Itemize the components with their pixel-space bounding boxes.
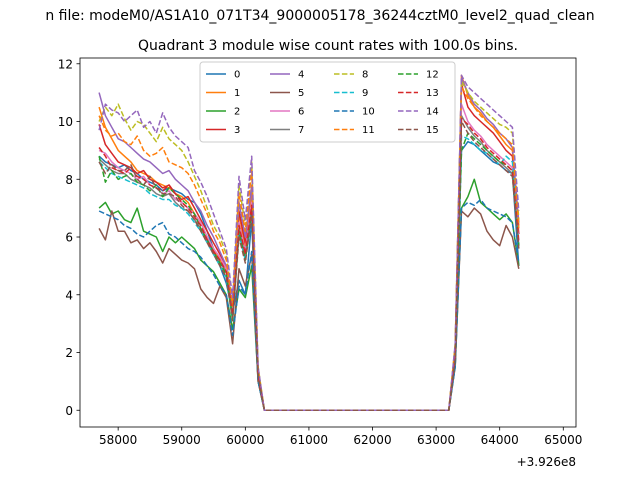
x-tick-label: 64000 — [481, 433, 519, 447]
series-line-15 — [98, 120, 520, 412]
figure-suptitle: n file: modeM0/AS1A10_071T34_9000005178_… — [45, 8, 594, 24]
x-tick-label: 60000 — [226, 433, 264, 447]
axes-frame — [79, 57, 577, 428]
legend-label-2: 2 — [234, 107, 240, 118]
x-tick-label: 61000 — [290, 433, 328, 447]
legend-label-3: 3 — [234, 125, 240, 136]
x-axis: 58000 59000 60000 61000 62000 63000 64000 65000 — [99, 427, 582, 447]
legend-label-4: 4 — [298, 70, 304, 81]
plot-area — [79, 57, 577, 428]
y-tick-label: 10 — [58, 115, 73, 129]
legend-label-15: 15 — [426, 125, 439, 136]
legend-label-9: 9 — [362, 88, 368, 99]
y-tick-label: 12 — [58, 57, 73, 71]
legend-frame — [199, 61, 456, 143]
y-tick-label: 2 — [65, 346, 73, 360]
x-offset-label: +3.926e8 — [517, 455, 576, 469]
legend-label-5: 5 — [298, 88, 304, 99]
series-layer — [98, 74, 520, 412]
legend-label-0: 0 — [234, 70, 240, 81]
legend-label-7: 7 — [298, 125, 304, 136]
legend-label-12: 12 — [426, 70, 439, 81]
y-tick-label: 8 — [65, 173, 73, 187]
x-tick-label: 59000 — [163, 433, 201, 447]
legend-label-1: 1 — [234, 88, 240, 99]
legend-label-11: 11 — [362, 125, 375, 136]
x-tick-label: 65000 — [544, 433, 582, 447]
legend-label-6: 6 — [298, 107, 304, 118]
legend-label-8: 8 — [362, 70, 368, 81]
legend-label-14: 14 — [426, 107, 439, 118]
y-axis: 0 2 4 6 8 10 12 — [58, 57, 80, 418]
x-tick-label: 63000 — [417, 433, 455, 447]
y-tick-label: 4 — [65, 288, 73, 302]
chart-title: Quadrant 3 module wise count rates with … — [138, 38, 518, 54]
x-tick-label: 58000 — [99, 433, 137, 447]
y-tick-label: 0 — [65, 404, 73, 418]
legend-label-13: 13 — [426, 88, 439, 99]
x-tick-label: 62000 — [353, 433, 391, 447]
y-tick-label: 6 — [65, 231, 73, 245]
legend-label-10: 10 — [362, 107, 375, 118]
